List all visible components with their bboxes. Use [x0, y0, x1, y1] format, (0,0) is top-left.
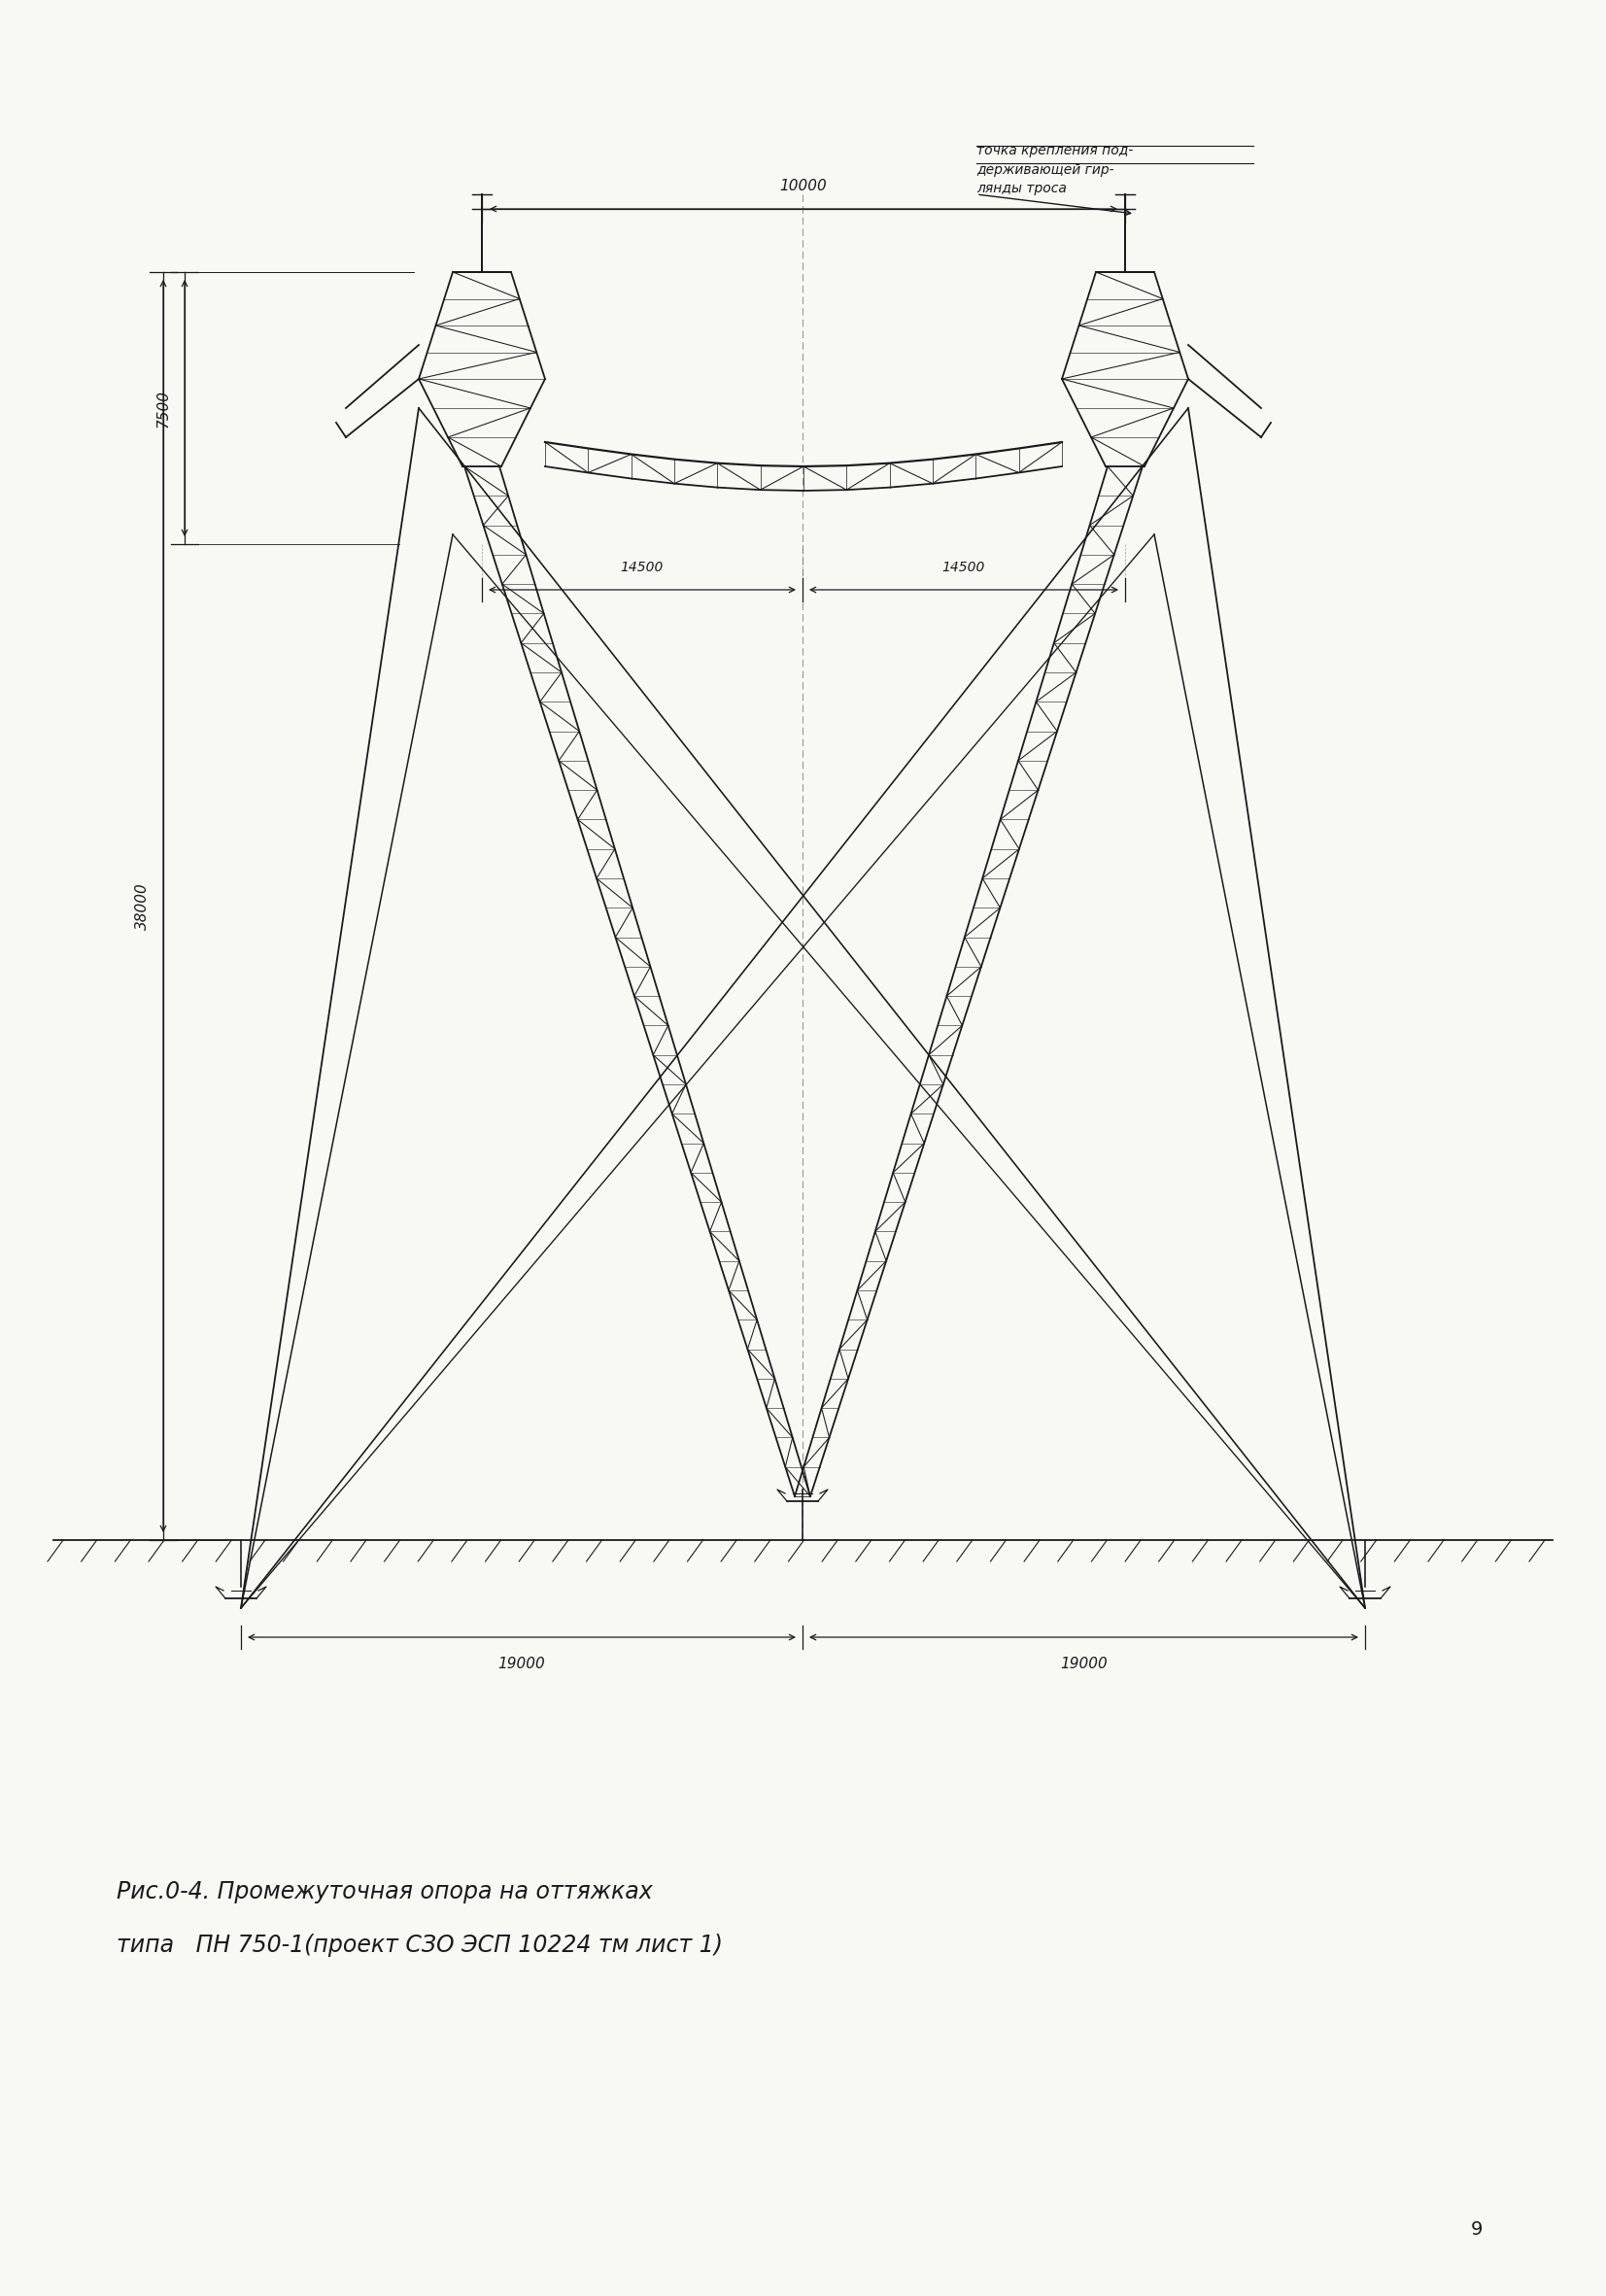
Text: 38000: 38000: [135, 882, 149, 930]
Text: точка крепления под-
держивающей гир-
лянды троса: точка крепления под- держивающей гир- ля…: [976, 145, 1134, 195]
Text: 14500: 14500: [620, 560, 663, 574]
Text: 19000: 19000: [1060, 1658, 1108, 1671]
Text: 7500: 7500: [156, 388, 170, 427]
Text: 14500: 14500: [943, 560, 986, 574]
Text: 9: 9: [1471, 2220, 1482, 2239]
Text: 19000: 19000: [498, 1658, 546, 1671]
Text: 10000: 10000: [781, 179, 827, 193]
Text: типа   ПН 750-1(проект СЗО ЭСП 10224 тм лист 1): типа ПН 750-1(проект СЗО ЭСП 10224 тм ли…: [117, 1933, 723, 1956]
Text: Рис.0-4. Промежуточная опора на оттяжках: Рис.0-4. Промежуточная опора на оттяжках: [117, 1880, 652, 1903]
